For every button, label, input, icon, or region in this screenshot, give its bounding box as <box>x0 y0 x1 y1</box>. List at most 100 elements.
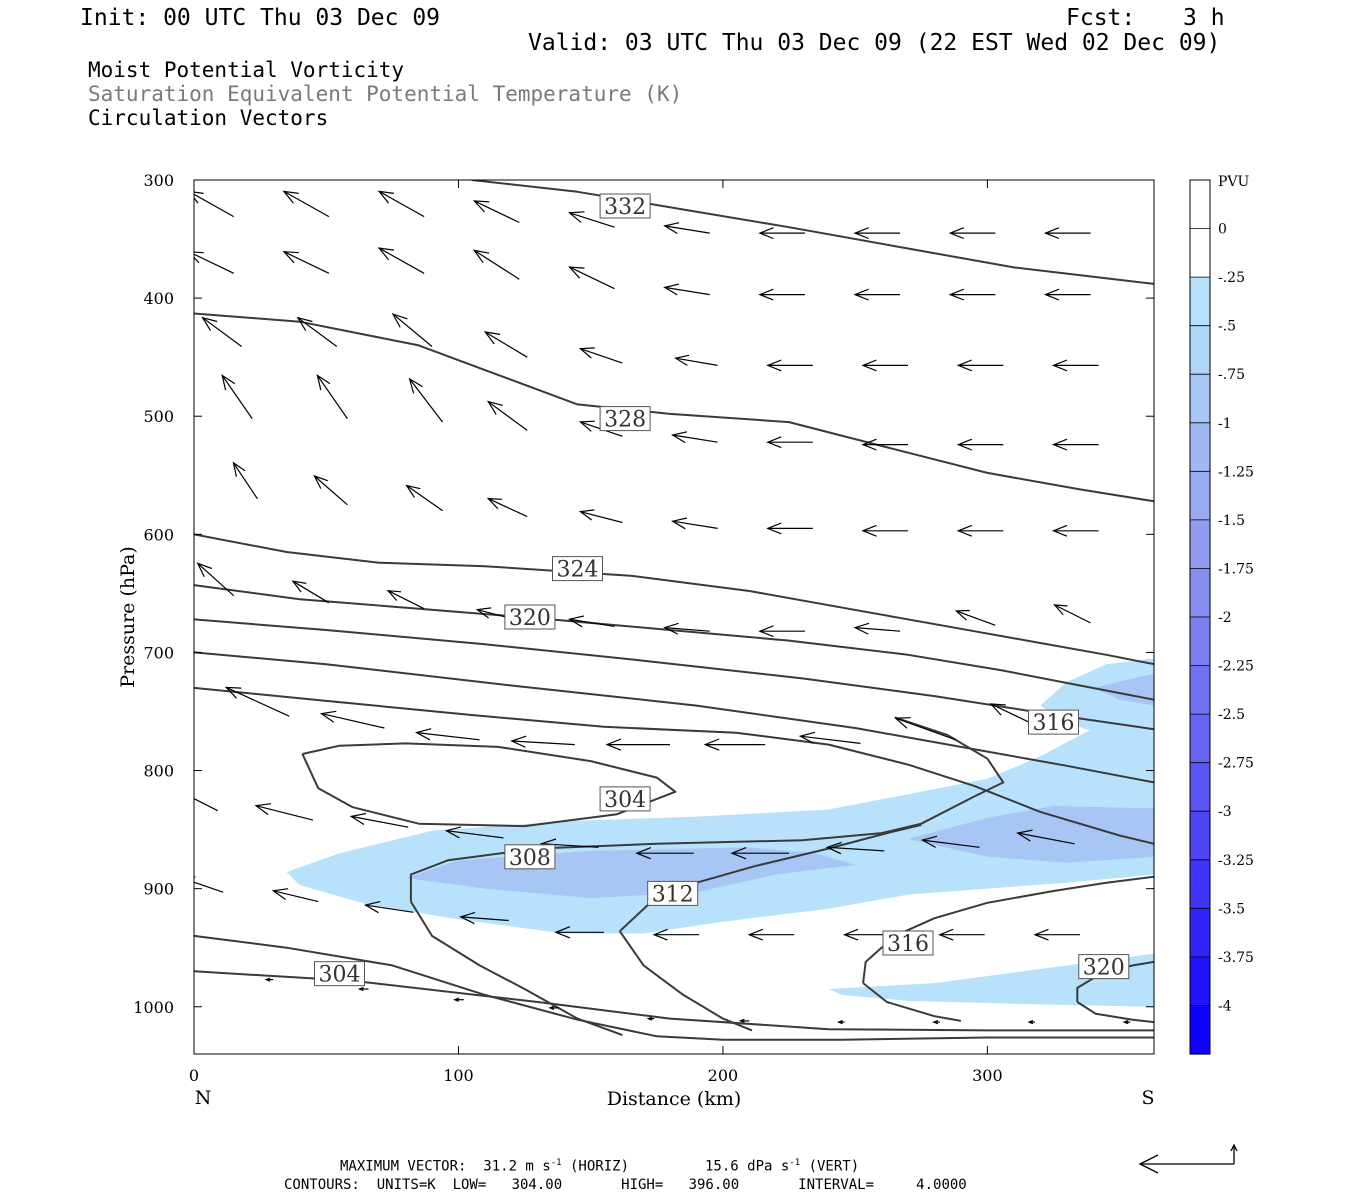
contour-label: 316 <box>1028 709 1079 736</box>
circulation-vector <box>414 728 480 741</box>
vector-shaft <box>194 798 219 812</box>
contour-label-box <box>314 961 365 987</box>
vector-head <box>1027 1019 1034 1025</box>
forecast-label: Fcst: <box>1066 5 1136 31</box>
circulation-vector <box>1043 227 1091 240</box>
contour-label-text: 320 <box>1083 956 1125 981</box>
vector-shaft <box>378 247 425 274</box>
vector-shaft <box>511 740 575 746</box>
vector-head <box>196 562 213 578</box>
south-label: S <box>1141 1087 1154 1109</box>
y-tick-label: 1000 <box>133 998 174 1017</box>
circulation-vector <box>224 686 290 717</box>
vector-head <box>459 911 476 925</box>
contour-label-box <box>1078 954 1130 980</box>
vector-head <box>747 928 764 941</box>
circulation-vector <box>472 200 520 224</box>
colorbar-swatch <box>1190 374 1210 424</box>
vector-shaft <box>316 375 348 419</box>
circulation-vector <box>1033 928 1080 941</box>
circulation-vector <box>703 738 766 751</box>
circulation-vector <box>161 782 219 812</box>
vector-shaft <box>416 732 480 741</box>
vector-head <box>730 847 747 860</box>
circulation-vector <box>453 997 464 1002</box>
colorbar-swatch <box>1190 277 1210 327</box>
circulation-vector <box>554 926 604 939</box>
vector-shaft <box>194 881 224 893</box>
vector-shaft <box>664 286 710 296</box>
circulation-vector <box>670 517 718 530</box>
vector-head <box>357 986 364 992</box>
colorbar-tick-label: -.5 <box>1218 319 1236 335</box>
vector-shaft <box>194 701 195 702</box>
vector-head <box>377 190 395 204</box>
x-tick-label: 0 <box>189 1066 199 1085</box>
circulation-vector <box>548 1005 559 1011</box>
vector-shaft <box>580 348 623 364</box>
vector-head <box>296 316 313 331</box>
circulation-vector <box>194 876 224 893</box>
circulation-vector <box>932 1019 940 1025</box>
circulation-vector <box>861 438 908 451</box>
circulation-vector <box>196 562 235 597</box>
vector-head <box>578 509 595 521</box>
x-tick-label: 200 <box>708 1066 739 1085</box>
circulation-vector <box>486 497 528 518</box>
circulation-vector <box>578 347 623 364</box>
colorbar-tick-label: -1 <box>1218 416 1232 432</box>
circulation-vector <box>663 622 710 635</box>
vector-head <box>414 728 432 741</box>
vector-head <box>548 1005 555 1011</box>
vector-shaft <box>1017 832 1075 845</box>
contour-label-text: 304 <box>604 788 646 813</box>
vector-head <box>853 227 869 240</box>
circulation-vector <box>201 316 242 347</box>
north-label: N <box>195 1087 212 1109</box>
circulation-vector <box>221 374 253 419</box>
colorbar-swatch <box>1190 908 1210 958</box>
vector-head <box>291 580 307 593</box>
colorbar-swatch <box>1190 180 1210 230</box>
vector-shaft <box>827 846 885 852</box>
vector-head <box>282 251 299 264</box>
title-theta-es: Saturation Equivalent Potential Temperat… <box>88 82 683 106</box>
colorbar-tick-label: -2.25 <box>1218 659 1254 675</box>
vector-shaft <box>664 225 710 234</box>
circulation-vector <box>510 735 575 748</box>
vector-head <box>956 359 973 372</box>
vector-head <box>652 928 668 941</box>
vector-shaft <box>487 498 528 518</box>
vector-head <box>161 782 176 793</box>
vector-shaft <box>474 200 520 224</box>
y-tick-label: 800 <box>143 762 174 781</box>
vector-head <box>224 686 242 699</box>
vector-shaft <box>855 627 901 632</box>
mpv-shading <box>286 658 1154 1007</box>
vector-head <box>377 247 395 261</box>
theta-es-contour <box>194 651 1154 784</box>
circulation-vector <box>646 1016 655 1021</box>
colorbar-tick-label: 0 <box>1218 222 1227 238</box>
vector-head <box>567 211 585 223</box>
vector-head <box>663 222 680 235</box>
vector-shaft <box>283 190 330 218</box>
circulation-vector <box>232 461 258 500</box>
vector-head <box>453 997 460 1002</box>
vector-head <box>842 928 859 941</box>
vector-head <box>264 977 271 982</box>
vector-shaft <box>672 520 718 529</box>
contour-label-box <box>552 556 603 582</box>
vector-head <box>391 313 408 328</box>
colorbar-title: PVU <box>1218 174 1250 190</box>
title-mpv: Moist Potential Vorticity <box>88 58 405 82</box>
theta-es-contour <box>1076 1001 1154 1024</box>
vector-shaft <box>233 462 258 500</box>
vector-head <box>703 738 720 751</box>
vector-head <box>568 266 585 279</box>
colorbar-swatch <box>1190 956 1210 1007</box>
vector-shaft <box>922 839 980 848</box>
circulation-vector <box>766 436 813 449</box>
circulation-vector <box>853 622 901 635</box>
vector-head <box>798 731 816 744</box>
